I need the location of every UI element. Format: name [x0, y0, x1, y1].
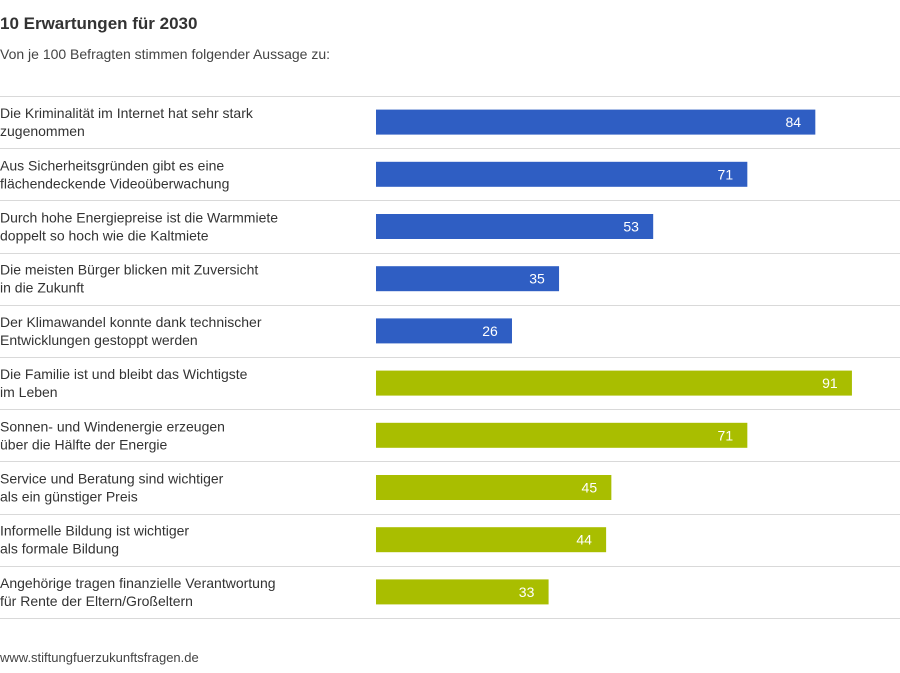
bar-value-label: 84 [786, 114, 802, 130]
category-label-line: doppelt so hoch wie die Kaltmiete [0, 228, 209, 244]
category-label: Informelle Bildung ist wichtiger als form… [0, 523, 189, 557]
bar-value-label: 71 [718, 166, 734, 182]
category-label-line: Service und Beratung sind wichtiger [0, 471, 224, 487]
category-label: Durch hohe Energiepreise ist die Warmmie… [0, 210, 278, 244]
category-label-line: Aus Sicherheitsgründen gibt es eine [0, 157, 224, 173]
category-label: Aus Sicherheitsgründen gibt es eine fläch… [0, 157, 229, 191]
category-label-line: für Rente der Eltern/Großeltern [0, 593, 193, 609]
category-label-line: Die Kriminalität im Internet hat sehr st… [0, 105, 254, 121]
bar [376, 370, 852, 396]
bar-value-label: 35 [529, 271, 545, 287]
source-url: www.stiftungfuerzukunftsfragen.de [0, 650, 199, 665]
bar [376, 422, 748, 448]
category-label: Sonnen- und Windenergie erzeugen über die… [0, 418, 225, 452]
chart-subtitle: Von je 100 Befragten stimmen folgender A… [0, 46, 330, 62]
bar [376, 527, 607, 553]
category-label: Der Klimawandel konnte dank technischer E… [0, 314, 262, 348]
category-label-line: Die Familie ist und bleibt das Wichtigst… [0, 366, 248, 382]
bar-value-label: 45 [582, 480, 598, 496]
category-label-line: über die Hälfte der Energie [0, 436, 168, 452]
bar-chart: Die Kriminalität im Internet hat sehr st… [0, 96, 900, 619]
bar [376, 318, 512, 344]
bar [376, 475, 612, 500]
bar-value-label: 91 [822, 375, 838, 391]
bar [376, 161, 748, 187]
category-label-line: in die Zukunft [0, 280, 84, 296]
category-label-line: flächendeckende Videoüberwachung [0, 175, 229, 191]
bar-value-label: 33 [519, 584, 535, 600]
bar-value-label: 26 [482, 323, 498, 339]
category-label-line: als formale Bildung [0, 541, 119, 557]
category-label-line: Die meisten Bürger blicken mit Zuversich… [0, 262, 258, 278]
category-label-line: Angehörige tragen finanzielle Verantwort… [0, 575, 276, 591]
bar [376, 109, 816, 135]
category-label-line: zugenommen [0, 123, 85, 139]
category-label-line: Der Klimawandel konnte dank technischer [0, 314, 262, 330]
category-label-line: Durch hohe Energiepreise ist die Warmmie… [0, 210, 278, 226]
bar-value-label: 71 [718, 427, 734, 443]
bar-value-label: 53 [623, 219, 639, 235]
category-label-line: im Leben [0, 384, 58, 400]
category-label-line: Informelle Bildung ist wichtiger [0, 523, 189, 539]
bar-value-label: 44 [576, 532, 592, 548]
bar [376, 214, 654, 239]
category-label-line: Entwicklungen gestoppt werden [0, 332, 198, 348]
bar [376, 266, 560, 292]
chart-title: 10 Erwartungen für 2030 [0, 14, 198, 33]
category-label: Die Familie ist und bleibt das Wichtigst… [0, 366, 248, 400]
category-label-line: als ein günstiger Preis [0, 489, 138, 505]
category-label: Angehörige tragen finanzielle Verantwort… [0, 575, 276, 609]
category-label: Die meisten Bürger blicken mit Zuversich… [0, 262, 258, 296]
category-label-line: Sonnen- und Windenergie erzeugen [0, 418, 225, 434]
category-label: Service und Beratung sind wichtiger als e… [0, 471, 224, 505]
bar [376, 579, 549, 605]
category-label: Die Kriminalität im Internet hat sehr st… [0, 105, 254, 139]
